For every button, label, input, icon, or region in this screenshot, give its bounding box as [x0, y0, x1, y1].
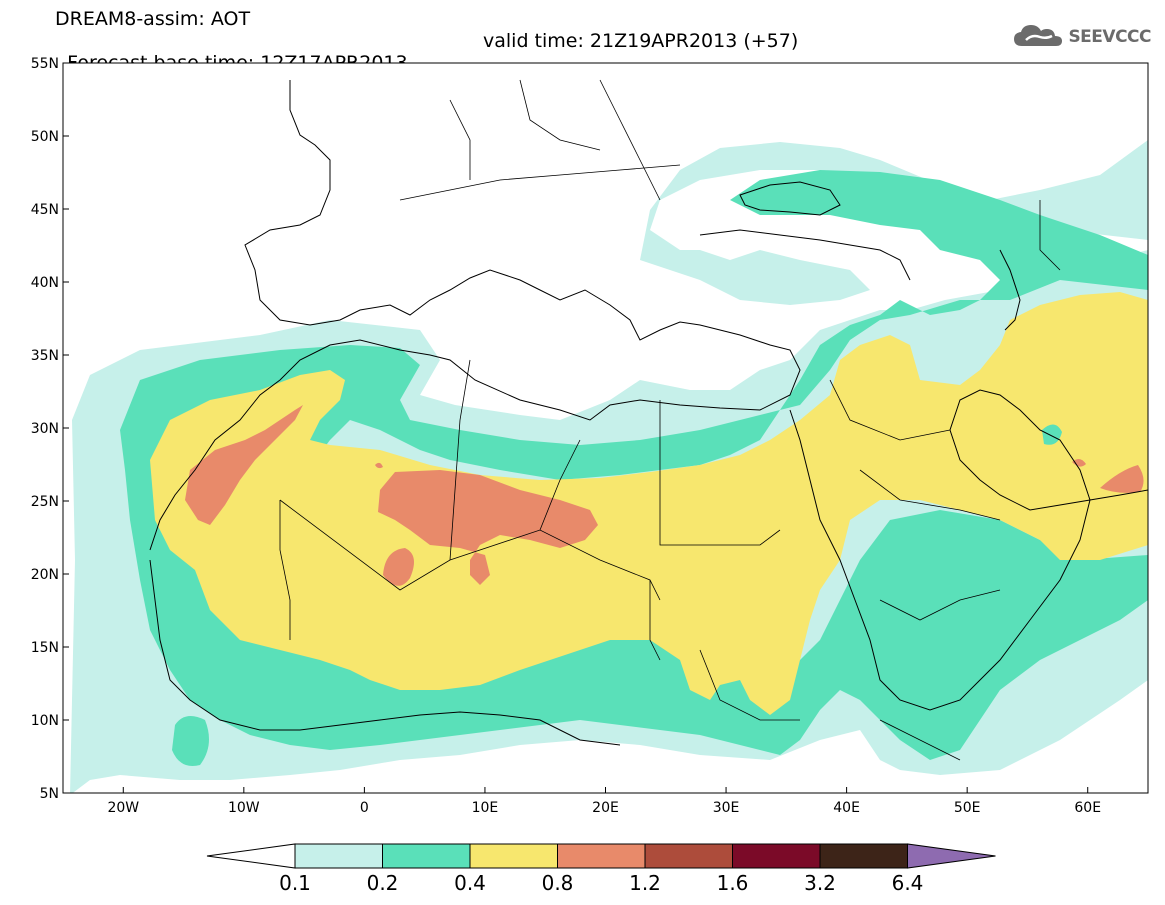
lon-label: 60E	[1074, 800, 1101, 816]
seevccc-logo: SEEVCCC	[1012, 22, 1151, 52]
aot-band-0.2-gulf	[1042, 424, 1062, 445]
aot-band-0.4	[150, 292, 1148, 715]
colorbar-label: 0.2	[367, 871, 399, 892]
colorbar-low-arrow	[206, 843, 296, 869]
cloud-icon	[1012, 22, 1064, 52]
coastlines	[149, 80, 1148, 746]
colorbar-label: 0.4	[454, 871, 486, 892]
lat-label: 5N	[40, 786, 59, 802]
lat-label: 55N	[31, 56, 59, 72]
colorbar-label: 0.1	[279, 871, 311, 892]
latitude-axis: 55N 50N 45N 40N 35N 30N 25N 20N 15N 10N 5N	[31, 56, 69, 802]
lat-label: 30N	[31, 421, 59, 437]
lon-label: 10W	[228, 800, 260, 816]
lon-label: 0	[360, 800, 369, 816]
colorbar-swatch	[294, 843, 383, 869]
aot-band-0.8-blob1	[383, 548, 414, 586]
colorbar-swatch	[469, 843, 558, 869]
aot-band-0.8-west	[185, 405, 303, 525]
colorbar-swatch	[557, 843, 646, 869]
lon-label: 10E	[472, 800, 499, 816]
aot-band-0.8-blob2	[375, 462, 383, 469]
lat-label: 45N	[31, 202, 59, 218]
colorbar-swatch	[644, 843, 733, 869]
lat-label: 50N	[31, 129, 59, 145]
aot-band-0.8-east-dot	[1072, 458, 1086, 467]
colorbar-label: 1.2	[629, 871, 661, 892]
aot-band-0.2	[120, 170, 1148, 760]
lon-label: 30E	[713, 800, 740, 816]
colorbar-label: 6.4	[892, 871, 924, 892]
colorbar-label: 3.2	[804, 871, 836, 892]
colorbar-swatch	[819, 843, 908, 869]
colorbar-label: 1.6	[717, 871, 749, 892]
lat-label: 40N	[31, 275, 59, 291]
lat-label: 15N	[31, 640, 59, 656]
lon-label: 20E	[592, 800, 619, 816]
aot-band-0.8-north	[378, 470, 598, 585]
colorbar-swatch	[382, 843, 471, 869]
lat-label: 25N	[31, 494, 59, 510]
lon-label: 20W	[107, 800, 139, 816]
colorbar-swatch	[732, 843, 821, 869]
aot-contours	[70, 79, 1148, 793]
lon-label: 50E	[954, 800, 981, 816]
lat-label: 10N	[31, 713, 59, 729]
aot-band-0.2-west	[172, 716, 209, 766]
longitude-axis: 20W 10W 0 10E 20E 30E 40E 50E 60E	[107, 787, 1101, 816]
lat-label: 35N	[31, 348, 59, 364]
colorbar-label: 0.8	[542, 871, 574, 892]
country-borders	[279, 79, 1061, 761]
aot-colorbar: 0.1 0.2 0.4 0.8 1.2 1.6 3.2 6.4	[206, 843, 996, 892]
colorbar-high-arrow	[907, 843, 996, 869]
valid-time: valid time: 21Z19APR2013 (+57)	[483, 30, 799, 52]
map-title: DREAM8-assim: AOT	[55, 8, 251, 30]
logo-text: SEEVCCC	[1068, 27, 1151, 47]
lon-label: 40E	[833, 800, 860, 816]
aot-band-0.8-east	[1100, 465, 1144, 493]
lat-label: 20N	[31, 567, 59, 583]
